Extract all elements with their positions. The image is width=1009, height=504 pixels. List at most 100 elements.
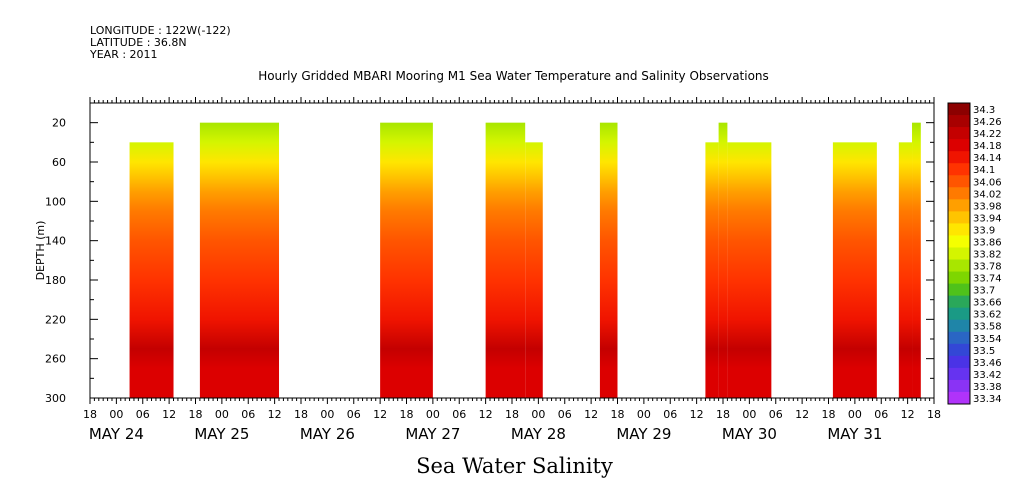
data-block-6: [705, 142, 719, 398]
y-tick-label: 140: [45, 235, 66, 248]
y-tick-label: 300: [45, 392, 66, 405]
colorbar-swatch: [948, 199, 970, 212]
x-hour-label: 18: [189, 408, 203, 421]
colorbar-label: 33.62: [973, 310, 1002, 321]
colorbar-swatch: [948, 139, 970, 152]
data-block-1: [199, 122, 280, 399]
colorbar-label: 33.58: [973, 322, 1002, 333]
year-label: YEAR : 2011: [90, 48, 158, 61]
colorbar-label: 33.78: [973, 262, 1002, 273]
x-hour-label: 06: [347, 408, 361, 421]
data-block-9: [832, 142, 877, 398]
data-block-11: [912, 122, 921, 399]
colorbar-label: 33.42: [973, 370, 1002, 381]
x-hour-label: 12: [584, 408, 598, 421]
x-hour-label: 06: [769, 408, 783, 421]
colorbar-swatch: [948, 127, 970, 140]
y-tick-label: 260: [45, 353, 66, 366]
longitude-label: LONGITUDE : 122W(-122): [90, 24, 231, 37]
x-hour-label: 18: [294, 408, 308, 421]
colorbar-label: 33.94: [973, 213, 1002, 224]
data-block-8: [727, 142, 772, 398]
latitude-label: LATITUDE : 36.8N: [90, 36, 187, 49]
colorbar-label: 33.7: [973, 286, 995, 297]
colorbar-swatch: [948, 379, 970, 393]
colorbar-label: 33.66: [973, 298, 1002, 309]
colorbar-swatch: [948, 175, 970, 188]
x-hour-label: 06: [558, 408, 572, 421]
colorbar-label: 34.22: [973, 129, 1002, 140]
colorbar-swatch: [948, 115, 970, 128]
colorbar-label: 33.38: [973, 382, 1002, 393]
y-tick-label: 60: [52, 156, 66, 169]
colorbar-label: 33.46: [973, 358, 1002, 369]
colorbar-swatch: [948, 391, 970, 405]
colorbar-label: 34.02: [973, 189, 1002, 200]
x-hour-label: 00: [426, 408, 440, 421]
colorbar-label: 33.98: [973, 201, 1002, 212]
colorbar-swatch: [948, 223, 970, 236]
x-hour-label: 18: [822, 408, 836, 421]
x-hour-label: 00: [531, 408, 545, 421]
colorbar-swatch: [948, 187, 970, 200]
data-block-0: [129, 142, 174, 398]
colorbar-swatch: [948, 331, 970, 345]
colorbar-label: 33.82: [973, 250, 1002, 261]
colorbar-swatch: [948, 319, 970, 333]
plot-area: [129, 122, 921, 399]
x-hour-label: 12: [479, 408, 493, 421]
colorbar-swatch: [948, 355, 970, 369]
colorbar-swatch: [948, 295, 970, 309]
colorbar-swatch: [948, 151, 970, 164]
colorbar-swatch: [948, 247, 970, 261]
x-hour-label: 06: [663, 408, 677, 421]
colorbar-swatch: [948, 163, 970, 176]
colorbar-label: 34.18: [973, 141, 1002, 152]
colorbar-label: 33.74: [973, 274, 1002, 285]
colorbar-label: 34.1: [973, 165, 995, 176]
x-day-label: MAY 25: [194, 425, 249, 443]
colorbar-label: 34.06: [973, 177, 1002, 188]
colorbar-swatch: [948, 307, 970, 321]
colorbar-frame: [947, 102, 971, 405]
x-hour-label: 18: [505, 408, 519, 421]
x-hour-label: 06: [241, 408, 255, 421]
colorbar-label: 33.9: [973, 225, 995, 236]
x-hour-label: 00: [637, 408, 651, 421]
colorbar-label: 33.34: [973, 394, 1002, 405]
x-hour-label: 18: [611, 408, 625, 421]
x-hour-label: 12: [162, 408, 176, 421]
x-day-label: MAY 30: [722, 425, 777, 443]
data-block-4: [525, 142, 543, 398]
axes: 18 00 06 12 18 00 06 12 18 00 06 12 18 00 06 12 18 00 06 12…: [34, 97, 941, 443]
colorbar-swatch: [948, 343, 970, 357]
y-axis-label: DEPTH (m): [34, 221, 47, 281]
x-day-label: MAY 29: [616, 425, 671, 443]
colorbar-label: 34.26: [973, 117, 1002, 128]
x-hour-label: 12: [268, 408, 282, 421]
x-hour-label: 00: [742, 408, 756, 421]
data-block-10: [898, 142, 913, 398]
x-hour-label: 00: [215, 408, 229, 421]
y-tick-label: 100: [45, 195, 66, 208]
x-hour-label: 06: [452, 408, 466, 421]
x-hour-label: 18: [927, 408, 941, 421]
x-day-label: MAY 27: [405, 425, 460, 443]
x-day-label: MAY 26: [300, 425, 355, 443]
x-hour-label: 06: [136, 408, 150, 421]
data-block-7: [718, 122, 728, 399]
colorbar-swatch: [948, 271, 970, 285]
x-hour-label: 00: [109, 408, 123, 421]
y-tick-label: 20: [52, 117, 66, 130]
x-day-label: MAY 24: [89, 425, 144, 443]
chart-title: Hourly Gridded MBARI Mooring M1 Sea Wate…: [258, 69, 769, 83]
data-block-2: [380, 122, 433, 399]
colorbar-label: 33.86: [973, 237, 1002, 248]
x-day-label: MAY 28: [511, 425, 566, 443]
x-hour-label: 06: [874, 408, 888, 421]
data-block-5: [599, 122, 618, 399]
x-hour-label: 00: [320, 408, 334, 421]
x-hour-label: 00: [848, 408, 862, 421]
x-axis-title: Sea Water Salinity: [416, 454, 613, 478]
